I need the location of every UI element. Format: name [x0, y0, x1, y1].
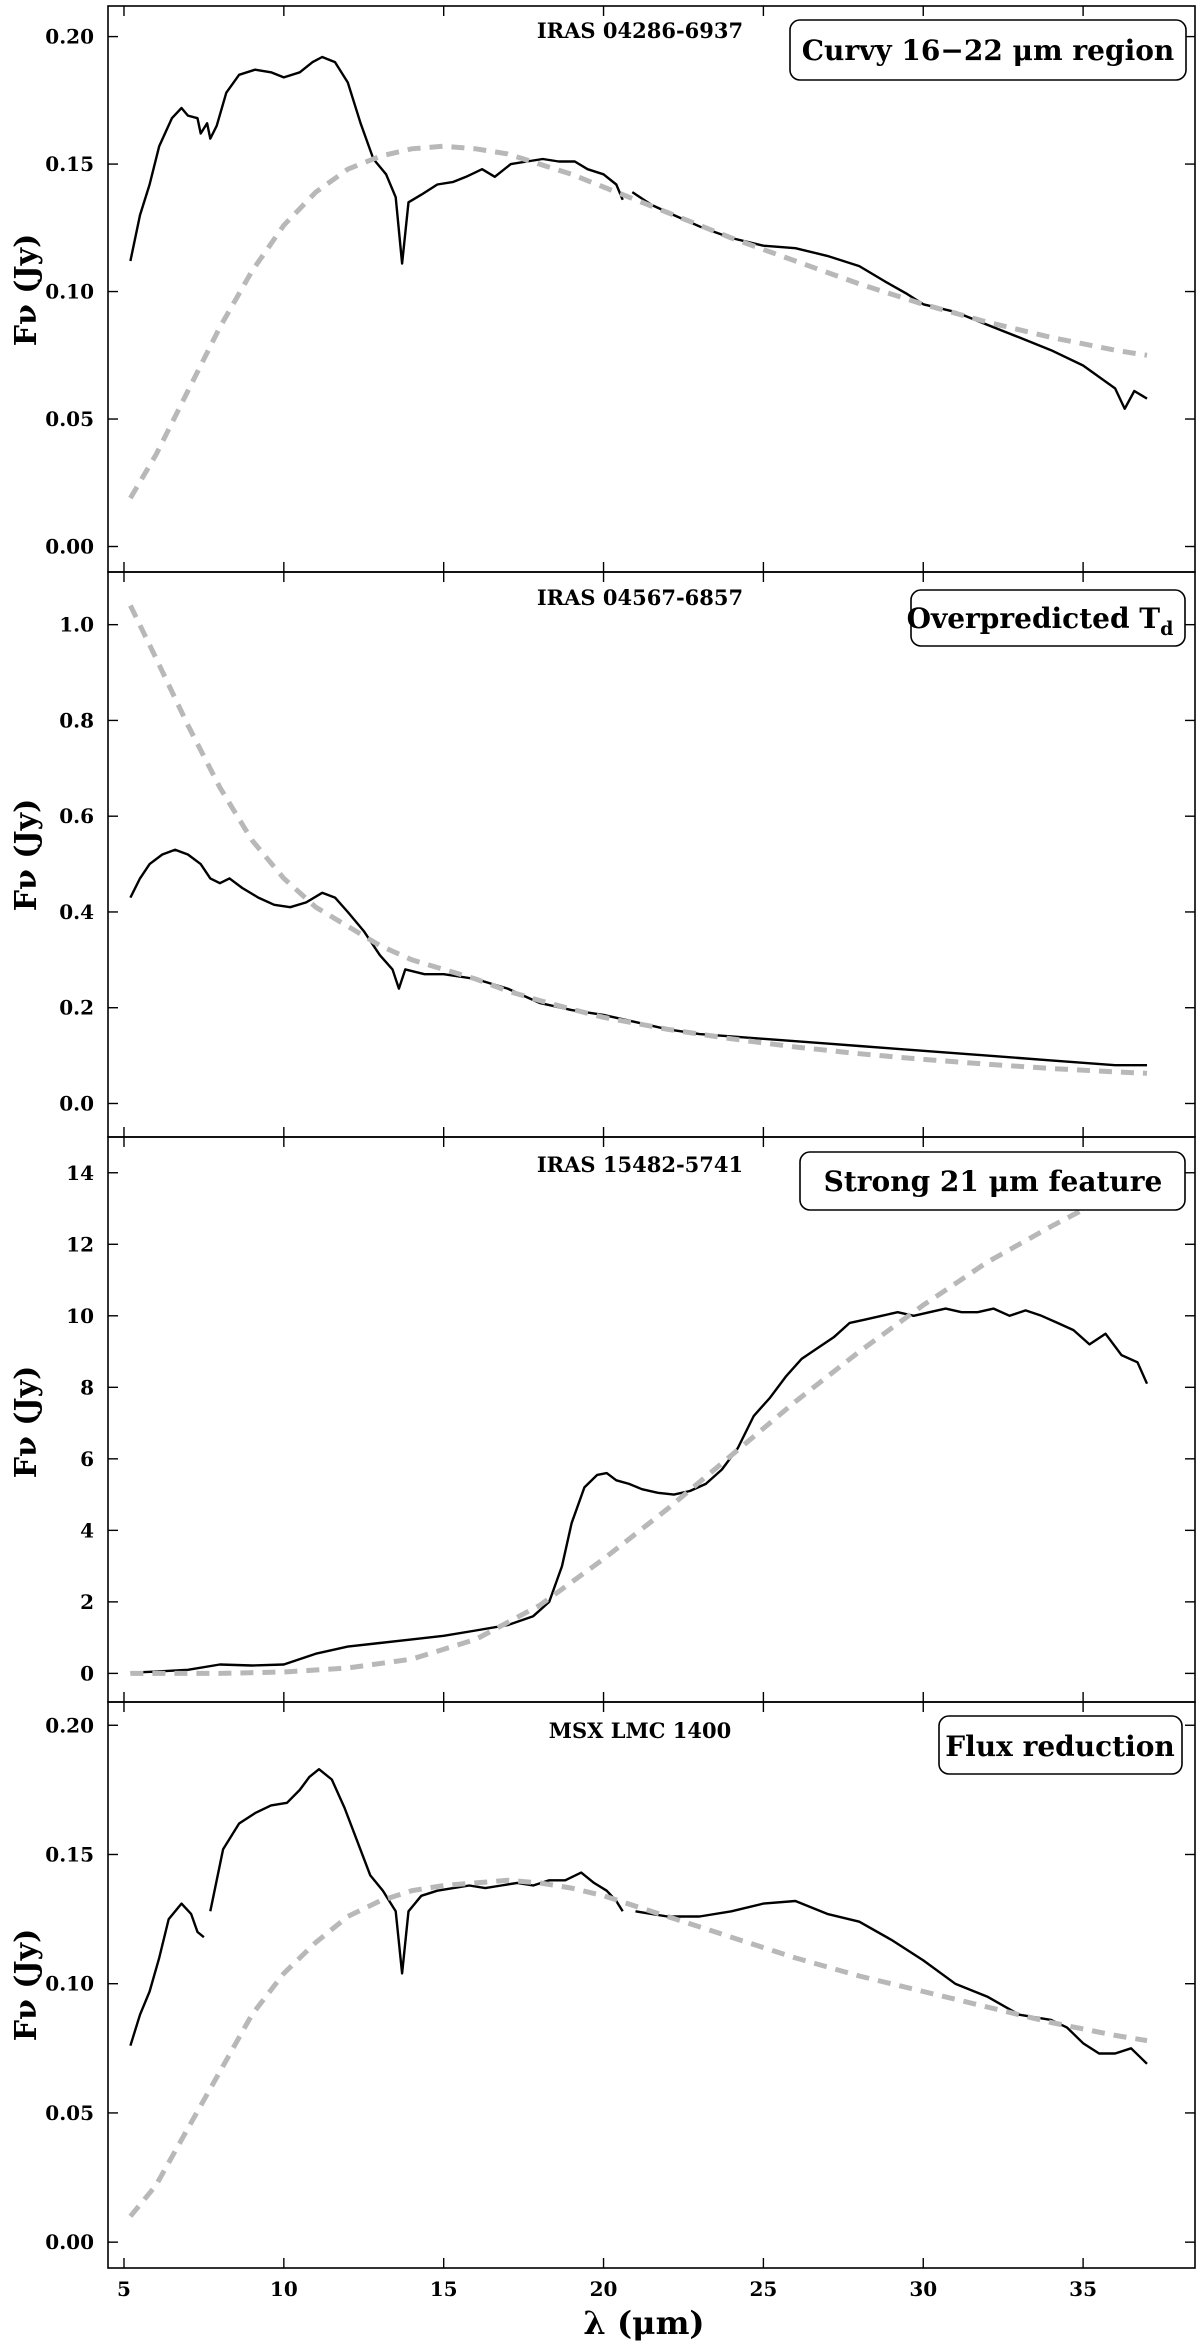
y-tick-label: 0.10	[45, 280, 94, 304]
y-tick-label: 0.15	[45, 152, 94, 176]
y-tick-label: 0.20	[45, 1713, 94, 1737]
panel-2-model-fit-line	[128, 604, 1148, 1076]
panel-3-ylabel: Fν (Jy)	[9, 1366, 44, 1479]
y-tick-label: 2	[80, 1590, 94, 1614]
panel-4-plot: 0.00 0.05 0.10 0.15 0.20 5 10 15 20 25 30 35	[45, 1701, 1196, 2301]
x-axis-label: λ (μm)	[583, 2304, 704, 2342]
panel-2-plot: 0.0 0.2 0.4 0.6 0.8 1.0	[59, 571, 1196, 1138]
panel-2: 0.0 0.2 0.4 0.6 0.8 1.0 Fν (Jy) IRAS 04567-68…	[9, 571, 1196, 1138]
y-tick-label: 0.00	[45, 2230, 94, 2254]
panel-4-frame	[107, 1701, 1196, 2269]
panel-2-annotation: Overpredicted Td	[907, 602, 1174, 640]
x-tick-label: 20	[590, 2277, 618, 2301]
panel-4-spectrum-segment-3	[635, 1899, 1148, 2065]
panel-4: 0.00 0.05 0.10 0.15 0.20 5 10 15 20 25 30 35 Fν (Jy…	[9, 1701, 1196, 2342]
panel-3-object-label: IRAS 15482-5741	[537, 1152, 743, 1177]
y-tick-label: 0.2	[59, 996, 94, 1020]
y-tick-label: 0.6	[59, 804, 94, 828]
panel-1-annotation: Curvy 16−22 μm region	[802, 34, 1175, 67]
y-tick-label: 0.0	[59, 1091, 94, 1115]
panel-3-model-fit-line	[130, 1177, 1149, 1676]
y-tick-label: 0.4	[59, 900, 94, 924]
y-tick-label: 0.8	[59, 708, 94, 732]
y-tick-label: 0	[80, 1661, 94, 1685]
panel-3-annotation: Strong 21 μm feature	[824, 1165, 1163, 1198]
panel-1-plot: 0.00 0.05 0.10 0.15 0.20	[45, 5, 1196, 573]
panel-4-object-label: MSX LMC 1400	[549, 1718, 732, 1743]
y-tick-label: 6	[80, 1447, 94, 1471]
panel-4-model-fit-line	[128, 1877, 1148, 2218]
panel-4-spectrum-segment-2	[209, 1768, 624, 1975]
y-tick-label: 10	[66, 1304, 94, 1328]
y-tick-label: 0.10	[45, 1972, 94, 1996]
y-tick-label: 8	[80, 1375, 94, 1399]
panel-2-annotation-sub: d	[1160, 618, 1173, 640]
panel-1-model-fit-line	[128, 143, 1148, 500]
panel-4-ylabel: Fν (Jy)	[9, 1929, 44, 2042]
panel-1-annotation-box	[789, 19, 1187, 81]
y-tick-label: 4	[80, 1518, 94, 1542]
y-tick-label: 1.0	[59, 613, 94, 637]
x-tick-label: 30	[909, 2277, 937, 2301]
panel-4-annotation: Flux reduction	[945, 1730, 1174, 1763]
y-tick-label: 0.05	[45, 407, 94, 431]
x-tick-label: 10	[270, 2277, 298, 2301]
panel-4-annotation-box	[938, 1715, 1183, 1775]
x-tick-label: 5	[117, 2277, 131, 2301]
panel-3-spectrum-segment-1	[130, 1307, 1149, 1674]
x-tick-label: 25	[749, 2277, 777, 2301]
y-tick-label: 14	[66, 1161, 94, 1185]
panel-2-object-label: IRAS 04567-6857	[537, 585, 743, 610]
x-tick-label: 35	[1069, 2277, 1097, 2301]
y-tick-label: 0.00	[45, 535, 94, 559]
panel-2-spectrum-segment-1	[129, 848, 1147, 1067]
y-tick-label: 0.15	[45, 1842, 94, 1866]
y-tick-label: 0.20	[45, 25, 94, 49]
panel-3-annotation-box	[799, 1151, 1186, 1211]
panel-2-annotation-box	[910, 589, 1186, 647]
panel-2-ylabel: Fν (Jy)	[9, 799, 44, 912]
panel-2-annotation-main: Overpredicted T	[907, 602, 1161, 635]
panel-1: 0.00 0.05 0.10 0.15 0.20 Fν (Jy) IRAS 04286-…	[9, 5, 1196, 573]
panel-1-ylabel: Fν (Jy)	[9, 234, 44, 347]
y-tick-label: 0.05	[45, 2101, 94, 2125]
y-tick-label: 12	[66, 1232, 94, 1256]
x-tick-label: 15	[430, 2277, 458, 2301]
panel-1-object-label: IRAS 04286-6937	[537, 18, 743, 43]
panel-4-spectrum-segment-1	[129, 1902, 205, 2047]
